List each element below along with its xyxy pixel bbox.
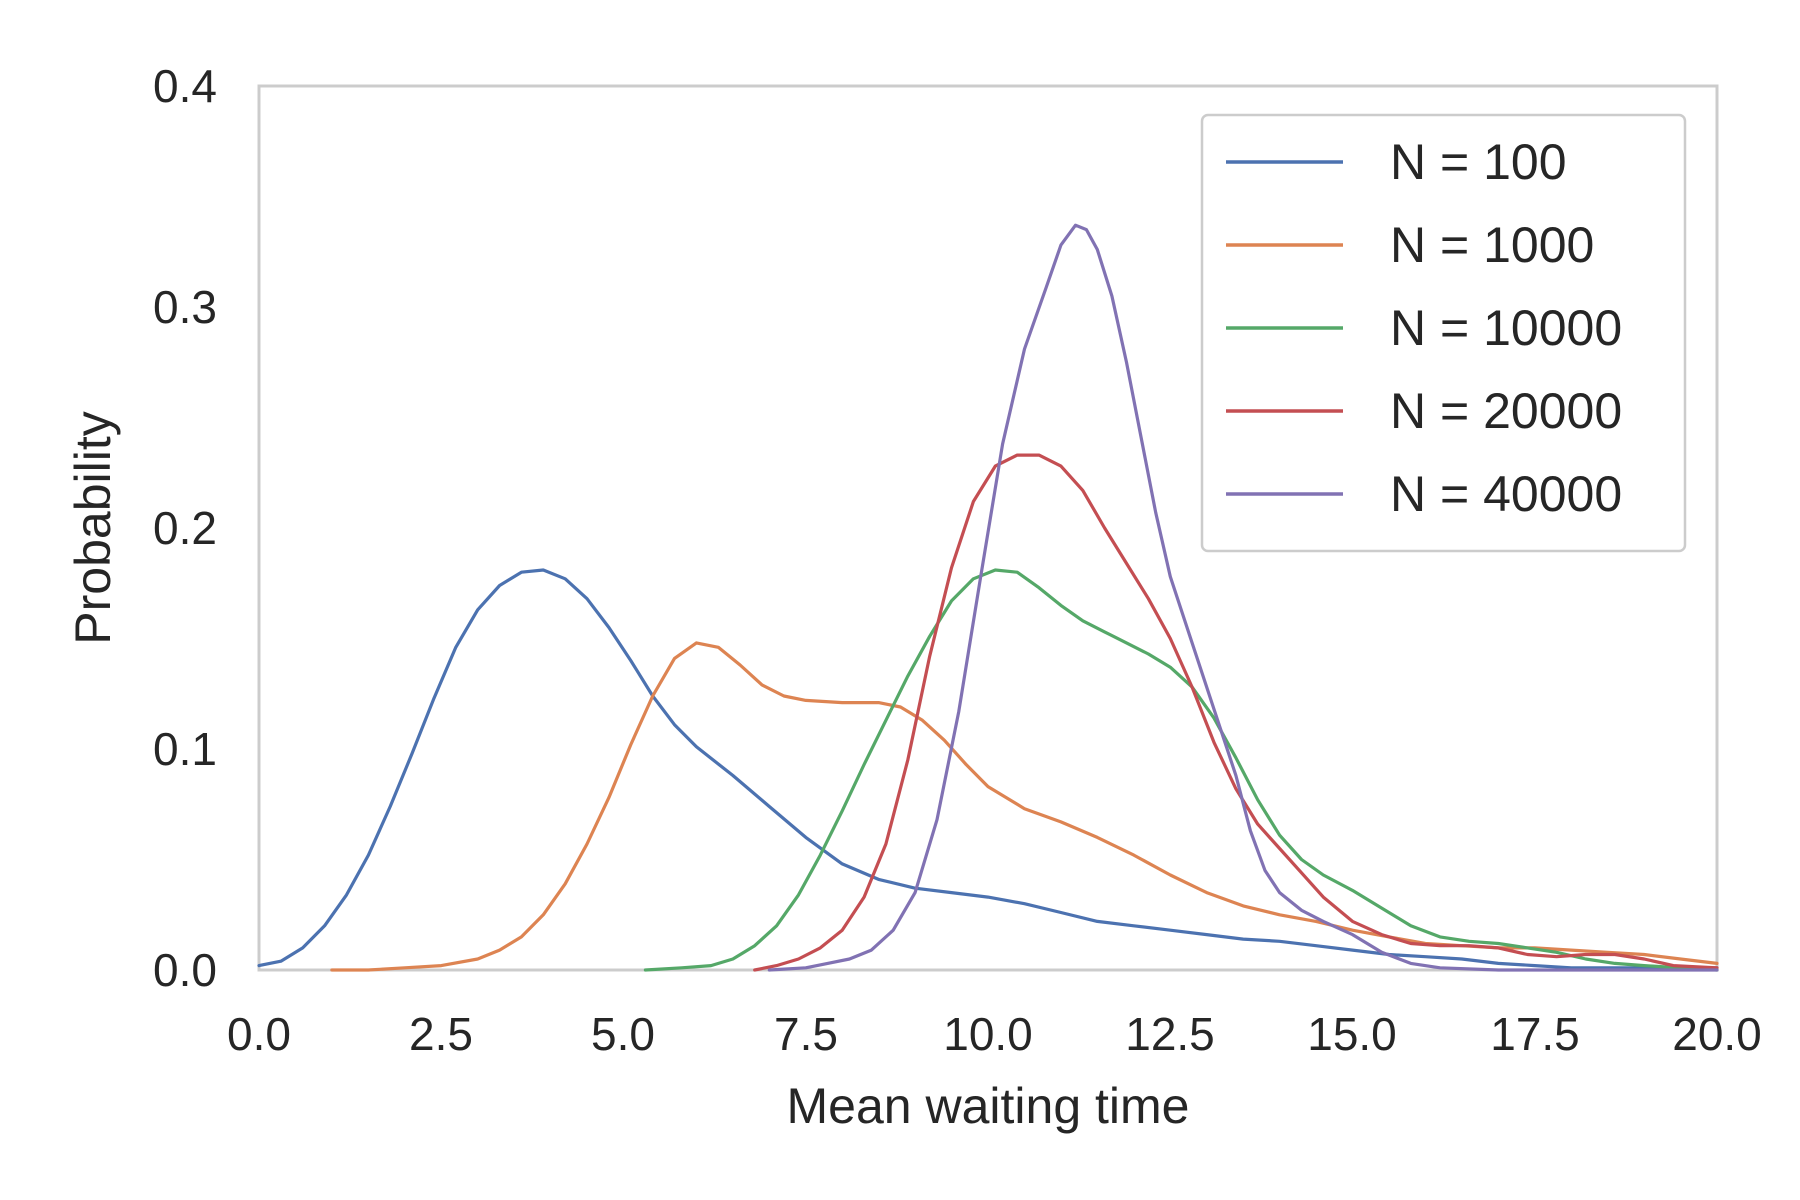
- x-tick-label: 7.5: [774, 1008, 838, 1060]
- y-tick-label: 0.2: [153, 502, 217, 554]
- x-tick-label: 10.0: [943, 1008, 1033, 1060]
- legend-label-n-40000: N = 40000: [1390, 466, 1622, 522]
- y-tick-label: 0.0: [153, 944, 217, 996]
- legend: N = 100 N = 1000 N = 10000 N = 20000 N =…: [1200, 113, 1687, 553]
- series-line-n-20000: [753, 453, 1719, 972]
- x-tick-label: 2.5: [409, 1008, 473, 1060]
- x-tick-label: 0.0: [227, 1008, 291, 1060]
- legend-label-n-10000: N = 10000: [1390, 300, 1622, 356]
- legend-label-n-100: N = 100: [1390, 134, 1567, 190]
- legend-box: [1200, 113, 1687, 553]
- y-tick-label: 0.3: [153, 281, 217, 333]
- series-line-n-100: [257, 568, 1719, 970]
- series-line-n-40000: [767, 223, 1719, 972]
- x-tick-label: 17.5: [1490, 1008, 1580, 1060]
- x-axis-title: Mean waiting time: [787, 1078, 1190, 1134]
- legend-label-n-1000: N = 1000: [1390, 217, 1594, 273]
- series-line-n-10000: [643, 568, 1719, 972]
- x-tick-label: 12.5: [1125, 1008, 1215, 1060]
- y-axis-title: Probability: [65, 411, 121, 644]
- series-layer: [257, 223, 1719, 972]
- y-tick-label: 0.4: [153, 60, 217, 112]
- x-axis: 0.0 2.5 5.0 7.5 10.0 12.5 15.0 17.5 20.0: [227, 1008, 1762, 1060]
- y-axis: 0.0 0.1 0.2 0.3 0.4: [153, 60, 217, 996]
- x-tick-label: 5.0: [591, 1008, 655, 1060]
- x-tick-label: 15.0: [1307, 1008, 1397, 1060]
- x-tick-label: 20.0: [1672, 1008, 1762, 1060]
- legend-label-n-20000: N = 20000: [1390, 383, 1622, 439]
- y-tick-label: 0.1: [153, 723, 217, 775]
